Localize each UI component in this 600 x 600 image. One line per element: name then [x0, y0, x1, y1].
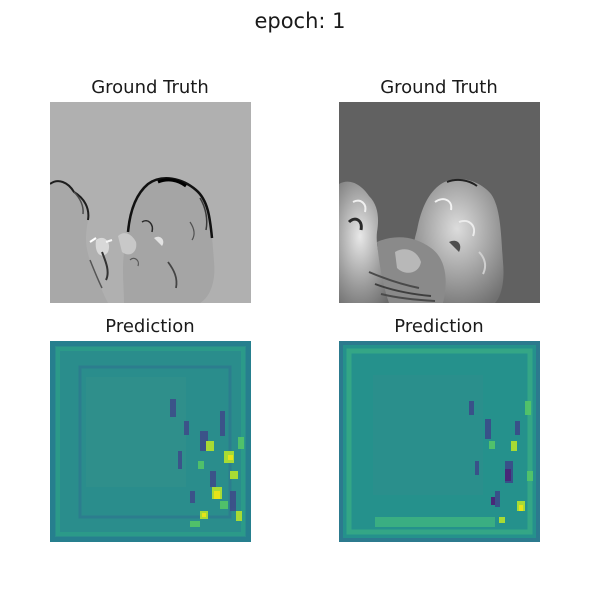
prediction-image-2 [339, 341, 540, 542]
panel-title-prediction-1: Prediction [105, 316, 195, 337]
panel-title-ground-truth-2: Ground Truth [380, 77, 498, 98]
prediction-image-1 [50, 341, 251, 542]
panel-title-ground-truth-1: Ground Truth [91, 77, 209, 98]
ground-truth-image-1-canvas [50, 102, 251, 303]
ground-truth-image-2-canvas [339, 102, 540, 303]
figure-suptitle: epoch: 1 [254, 9, 346, 33]
ground-truth-image-1 [50, 102, 251, 303]
panel-title-prediction-2: Prediction [394, 316, 484, 337]
prediction-image-2-canvas [339, 341, 540, 542]
ground-truth-image-2 [339, 102, 540, 303]
prediction-image-1-canvas [50, 341, 251, 542]
